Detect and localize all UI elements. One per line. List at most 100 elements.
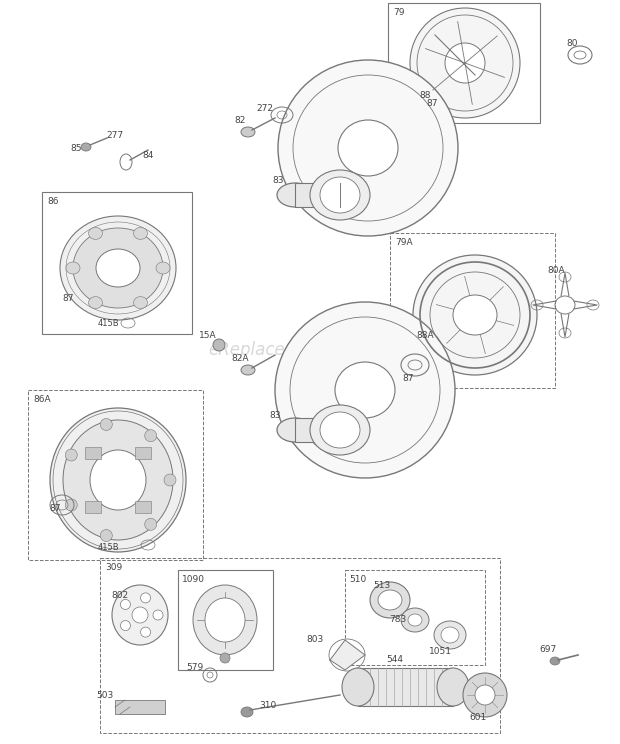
Ellipse shape <box>120 620 130 631</box>
Ellipse shape <box>112 585 168 645</box>
Ellipse shape <box>550 657 560 665</box>
Ellipse shape <box>96 249 140 287</box>
Ellipse shape <box>133 297 148 309</box>
Ellipse shape <box>81 143 91 151</box>
Ellipse shape <box>241 707 253 717</box>
Ellipse shape <box>370 582 410 618</box>
Ellipse shape <box>241 365 255 375</box>
Text: 601: 601 <box>469 713 487 722</box>
Text: 579: 579 <box>187 662 203 672</box>
Bar <box>135 447 151 459</box>
Text: 88: 88 <box>419 91 431 100</box>
Text: 87: 87 <box>402 373 414 382</box>
Text: 783: 783 <box>389 615 407 624</box>
Ellipse shape <box>120 600 130 609</box>
Text: 15A: 15A <box>199 330 217 339</box>
Text: 503: 503 <box>96 690 113 699</box>
Text: eReplacementParts.com: eReplacementParts.com <box>208 341 412 359</box>
Ellipse shape <box>164 474 176 486</box>
Bar <box>100 558 500 733</box>
Bar <box>86 501 101 513</box>
Ellipse shape <box>378 590 402 610</box>
Ellipse shape <box>144 519 157 530</box>
Ellipse shape <box>66 262 80 274</box>
Text: 310: 310 <box>259 701 277 710</box>
Ellipse shape <box>410 8 520 118</box>
Ellipse shape <box>277 183 313 207</box>
Text: 803: 803 <box>306 635 324 644</box>
Ellipse shape <box>193 585 257 655</box>
Bar <box>115 700 165 714</box>
Ellipse shape <box>320 412 360 448</box>
Ellipse shape <box>156 262 170 274</box>
Ellipse shape <box>310 405 370 455</box>
Bar <box>358 668 453 706</box>
Ellipse shape <box>342 668 374 706</box>
Ellipse shape <box>89 228 102 240</box>
Bar <box>345 570 485 665</box>
Ellipse shape <box>141 593 151 603</box>
Ellipse shape <box>213 339 225 351</box>
Ellipse shape <box>73 228 163 308</box>
Text: 510: 510 <box>349 575 366 584</box>
Ellipse shape <box>320 177 360 213</box>
Text: 415B: 415B <box>97 318 119 327</box>
Text: 82A: 82A <box>231 353 249 362</box>
Ellipse shape <box>463 673 507 717</box>
Text: 87: 87 <box>62 293 74 303</box>
Ellipse shape <box>89 297 102 309</box>
Text: 272: 272 <box>257 103 273 112</box>
Ellipse shape <box>434 621 466 649</box>
Ellipse shape <box>335 362 395 418</box>
Text: 80: 80 <box>566 39 578 48</box>
Ellipse shape <box>408 614 422 626</box>
Text: 513: 513 <box>373 580 391 589</box>
Text: 697: 697 <box>539 646 557 655</box>
Ellipse shape <box>241 127 255 137</box>
Ellipse shape <box>65 449 78 461</box>
Bar <box>295 418 340 442</box>
Ellipse shape <box>63 420 173 540</box>
Text: 1090: 1090 <box>182 575 205 584</box>
Bar <box>295 183 340 207</box>
Text: 84: 84 <box>143 150 154 159</box>
Text: 415B: 415B <box>97 542 119 551</box>
Ellipse shape <box>277 418 313 442</box>
Ellipse shape <box>278 60 458 236</box>
Ellipse shape <box>133 228 148 240</box>
Text: 86: 86 <box>47 197 58 206</box>
Text: 309: 309 <box>105 563 122 572</box>
Bar <box>135 501 151 513</box>
Ellipse shape <box>338 120 398 176</box>
Ellipse shape <box>401 608 429 632</box>
Polygon shape <box>330 640 365 670</box>
Bar <box>388 3 540 123</box>
Ellipse shape <box>413 255 537 375</box>
Ellipse shape <box>437 668 469 706</box>
Text: 79: 79 <box>393 8 404 17</box>
Ellipse shape <box>100 418 112 431</box>
Bar <box>178 570 273 670</box>
Ellipse shape <box>453 295 497 335</box>
Ellipse shape <box>50 408 186 552</box>
Text: 277: 277 <box>107 130 123 140</box>
Ellipse shape <box>441 627 459 643</box>
Text: 544: 544 <box>386 655 404 664</box>
Text: 88A: 88A <box>416 330 434 339</box>
Text: 79A: 79A <box>395 238 413 247</box>
Ellipse shape <box>141 627 151 637</box>
Ellipse shape <box>144 430 157 442</box>
Bar <box>42 192 192 334</box>
Bar <box>86 447 101 459</box>
Ellipse shape <box>205 598 245 642</box>
Ellipse shape <box>65 499 78 511</box>
Ellipse shape <box>100 530 112 542</box>
Ellipse shape <box>310 170 370 220</box>
Ellipse shape <box>220 653 230 663</box>
Ellipse shape <box>132 607 148 623</box>
Text: 82: 82 <box>234 115 246 124</box>
Text: 87: 87 <box>426 98 438 107</box>
Ellipse shape <box>90 450 146 510</box>
Text: 83: 83 <box>272 176 284 185</box>
Bar <box>28 390 203 560</box>
